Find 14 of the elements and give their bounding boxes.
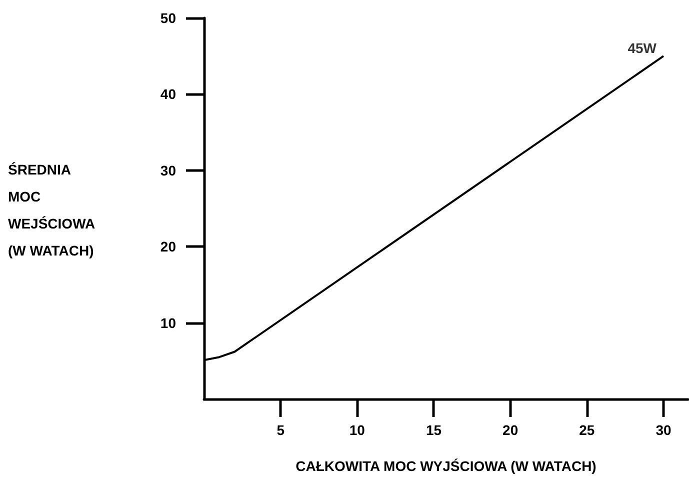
y-tick-label: 50 bbox=[160, 10, 176, 26]
x-tick-label: 20 bbox=[502, 422, 518, 438]
x-tick-label: 25 bbox=[579, 422, 595, 438]
annotation: 45W bbox=[628, 40, 658, 56]
y-axis-title: ŚREDNIA MOC WEJŚCIOWA (W WATACH) bbox=[8, 162, 96, 258]
y-tick-label: 10 bbox=[160, 314, 176, 331]
y-tick-label: 40 bbox=[160, 86, 176, 102]
x-tick-label: 15 bbox=[426, 422, 442, 438]
x-tick-label: 5 bbox=[276, 422, 285, 438]
x-axis-title: CAŁKOWITA MOC WYJŚCIOWA (W WATACH) bbox=[296, 458, 596, 474]
y-tick-label: 20 bbox=[160, 238, 176, 255]
y-tick-label: 30 bbox=[160, 162, 176, 178]
x-tick-label: 10 bbox=[349, 422, 366, 438]
x-tick-label: 30 bbox=[656, 422, 672, 438]
